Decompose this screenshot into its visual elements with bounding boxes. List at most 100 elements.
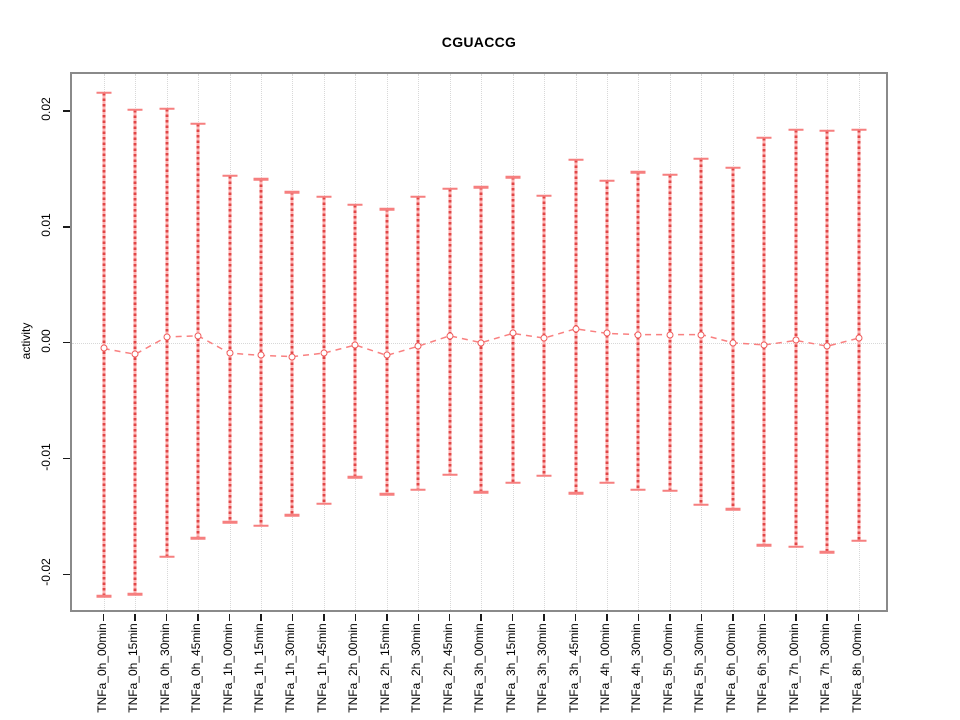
chart-title: CGUACCG (441, 34, 517, 50)
error-bar-cap-bottom (316, 502, 332, 505)
data-point (257, 351, 265, 359)
error-bar-cap-bottom (284, 514, 300, 517)
x-tick-label: TNFa_3h_30min (535, 623, 550, 713)
x-tick-label: TNFa_5h_30min (692, 623, 707, 713)
error-bar-cap-top (284, 190, 300, 194)
x-tick-label: TNFa_1h_00min (220, 623, 235, 713)
error-bar-cap-bottom (410, 488, 426, 492)
error-bar-cap-bottom (756, 544, 772, 547)
x-axis-tick (260, 614, 262, 621)
x-axis-tick (323, 614, 325, 621)
error-bar (228, 175, 232, 523)
x-axis-tick (448, 614, 451, 621)
x-tick-label: TNFa_2h_30min (409, 623, 424, 713)
error-bar-cap-top (96, 91, 112, 94)
x-tick-label: TNFa_2h_15min (377, 623, 392, 713)
x-tick-label: TNFa_3h_00min (472, 623, 487, 713)
error-bar-cap-bottom (568, 492, 584, 495)
x-tick-label: TNFa_5h_00min (660, 623, 675, 713)
x-tick-label: TNFa_0h_45min (189, 623, 204, 713)
y-axis-tick (63, 110, 70, 112)
error-bar-cap-top (347, 203, 363, 207)
error-bar-cap-top (410, 195, 426, 198)
error-bar-cap-bottom (599, 481, 615, 485)
data-point (288, 353, 296, 361)
x-tick-label: TNFa_2h_45min (440, 623, 455, 713)
x-axis-tick (291, 614, 294, 621)
error-bar-cap-bottom (788, 545, 804, 548)
error-bar-cap-top (599, 179, 615, 182)
x-tick-label: TNFa_0h_15min (126, 623, 141, 713)
error-bar (196, 123, 200, 539)
x-axis-tick (417, 614, 420, 621)
data-point (131, 350, 139, 358)
x-tick-label: TNFa_3h_45min (566, 623, 581, 713)
error-bar (825, 130, 829, 553)
error-bar-cap-bottom (819, 551, 835, 554)
data-point (163, 333, 171, 341)
error-bar-cap-top (379, 208, 395, 211)
x-axis-tick (228, 614, 231, 621)
error-bar-cap-top (505, 175, 521, 179)
data-point (414, 342, 422, 350)
x-axis-tick (637, 614, 640, 621)
error-bar-cap-top (442, 187, 458, 190)
y-tick-label: 0.02 (39, 97, 53, 121)
data-point (572, 325, 580, 333)
error-bar-cap-top (568, 158, 584, 161)
error-bar (165, 108, 169, 557)
x-tick-label: TNFa_7h_00min (786, 623, 801, 713)
error-bar-cap-top (725, 166, 741, 170)
error-bar-cap-top (536, 194, 552, 197)
y-tick-label: -0.01 (39, 442, 53, 471)
error-bar (448, 188, 452, 475)
x-tick-label: TNFa_8h_00min (849, 623, 864, 713)
error-bar-cap-bottom (127, 592, 143, 596)
x-tick-label: TNFa_1h_15min (251, 623, 266, 713)
error-bar (102, 92, 106, 597)
error-bar-cap-top (222, 174, 238, 178)
x-axis-tick (763, 614, 766, 621)
error-bar-cap-bottom (347, 475, 363, 479)
data-point (194, 332, 202, 340)
error-bar-cap-bottom (630, 488, 646, 492)
error-bar-cap-top (851, 128, 867, 131)
error-bar-cap-bottom (851, 539, 867, 543)
y-tick-label: -0.02 (39, 558, 53, 587)
x-tick-label: TNFa_1h_45min (314, 623, 329, 713)
x-tick-label: TNFa_0h_30min (157, 623, 172, 713)
data-point (100, 344, 108, 352)
series-layer (72, 74, 886, 610)
error-bar-cap-bottom (536, 474, 552, 478)
data-point (477, 339, 485, 347)
data-point (383, 351, 391, 359)
error-bar-cap-bottom (693, 503, 709, 507)
error-bar-cap-bottom (662, 489, 678, 493)
error-bar-cap-top (630, 171, 646, 174)
error-bar-cap-bottom (253, 524, 269, 527)
y-axis-tick (63, 457, 70, 460)
y-axis-tick (63, 573, 70, 576)
x-tick-label: TNFa_4h_00min (598, 623, 613, 713)
x-tick-label: TNFa_4h_30min (629, 623, 644, 713)
error-bar-cap-bottom (159, 555, 175, 559)
y-axis-title: activity (19, 322, 33, 360)
error-bar-cap-top (662, 173, 678, 176)
x-axis-tick (857, 614, 860, 621)
error-bar-cap-bottom (442, 473, 458, 476)
data-point (634, 331, 642, 339)
error-bar-cap-bottom (190, 537, 206, 540)
data-point (320, 349, 328, 357)
x-axis-tick (574, 614, 577, 621)
error-bar-cap-bottom (473, 490, 489, 494)
data-point (666, 331, 674, 339)
x-axis-tick (606, 614, 608, 621)
data-point (792, 336, 800, 344)
x-tick-label: TNFa_1h_30min (283, 623, 298, 713)
data-point (446, 332, 454, 340)
error-bar-cap-bottom (505, 481, 521, 485)
tick-layer (63, 74, 886, 621)
data-point (697, 331, 705, 339)
x-axis-tick (197, 614, 199, 621)
x-axis-tick (700, 614, 703, 621)
